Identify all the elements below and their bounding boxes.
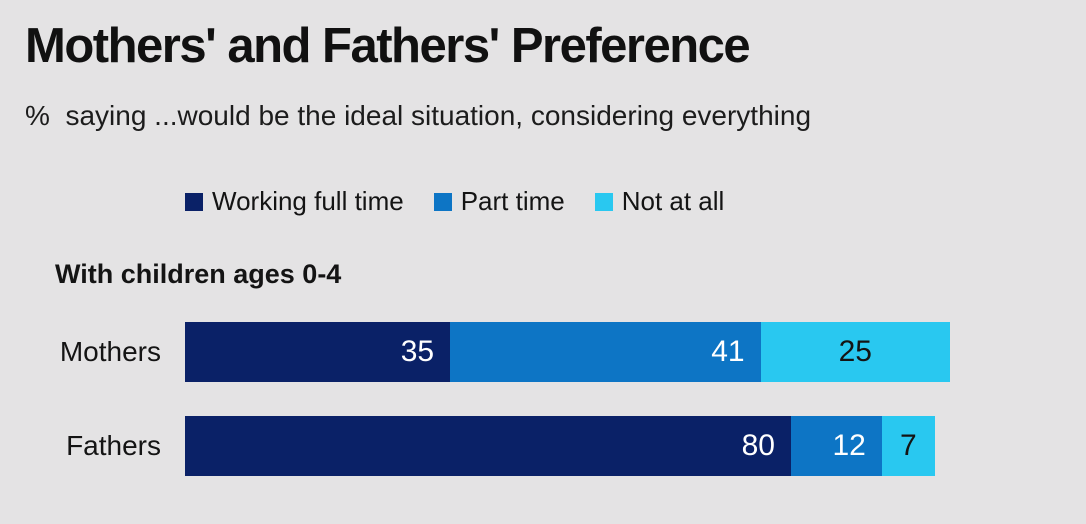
not-at-all-swatch-icon — [594, 192, 613, 211]
bar-value: 35 — [400, 335, 435, 368]
bar-segment-working-full-time: 35 — [185, 322, 451, 382]
legend-item-part-time: Part time — [433, 186, 565, 217]
bar-value: 7 — [899, 429, 917, 462]
group-label: With children ages 0-4 — [55, 259, 342, 289]
legend-label: Not at all — [621, 186, 725, 216]
bar-value: 80 — [741, 429, 775, 462]
chart-title: Mothers' and Fathers' Preference — [25, 19, 751, 73]
category-label: Mothers — [59, 336, 161, 367]
bar-segment-not-at-all: 25 — [760, 322, 950, 382]
bar-segment-part-time: 41 — [450, 322, 761, 382]
category-label: Fathers — [66, 430, 161, 461]
chart-subtitle: % saying ...would be the ideal situation… — [25, 100, 812, 131]
bar-rows: Mothers 35 41 25 Fathers 80 12 7 — [0, 322, 1086, 510]
bar-segment-not-at-all: 7 — [881, 416, 935, 476]
bar-track: 80 12 7 — [185, 416, 950, 476]
legend-label: Part time — [460, 186, 565, 216]
bar-track: 35 41 25 — [185, 322, 950, 382]
part-time-swatch-icon — [433, 192, 452, 211]
bar-row-fathers: Fathers 80 12 7 — [0, 416, 1086, 476]
bar-value: 12 — [832, 429, 866, 462]
bar-row-mothers: Mothers 35 41 25 — [0, 322, 1086, 382]
bar-segment-working-full-time: 80 — [185, 416, 791, 476]
working-full-time-swatch-icon — [185, 192, 203, 211]
bar-value: 41 — [711, 335, 745, 368]
bar-segment-part-time: 12 — [790, 416, 882, 476]
chart-legend: Working full time Part time Not at all — [185, 186, 724, 217]
bar-value: 25 — [838, 335, 872, 368]
legend-label: Working full time — [212, 186, 404, 216]
legend-item-working-full-time: Working full time — [185, 186, 404, 217]
legend-item-not-at-all: Not at all — [594, 186, 725, 217]
